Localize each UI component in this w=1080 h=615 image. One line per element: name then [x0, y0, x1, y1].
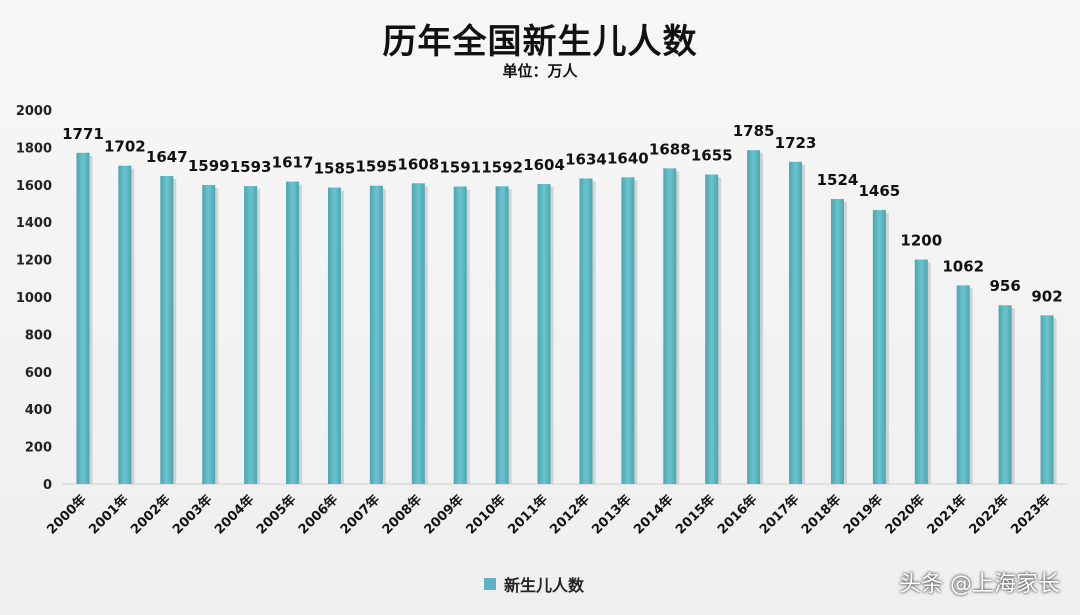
x-tick-label: 2021年 — [924, 492, 970, 538]
legend-swatch — [484, 578, 496, 590]
y-tick-label: 1600 — [16, 179, 52, 194]
data-label: 1608 — [397, 155, 439, 173]
bar — [160, 176, 174, 485]
bar — [747, 150, 761, 484]
bar — [411, 183, 425, 484]
data-label: 1688 — [649, 140, 691, 158]
bar — [76, 152, 90, 484]
x-tick-label: 2017年 — [756, 492, 802, 538]
bar — [244, 186, 258, 484]
bar — [202, 184, 216, 484]
data-label: 1595 — [356, 158, 398, 176]
data-label: 1640 — [607, 149, 649, 167]
bar — [621, 177, 635, 484]
bars — [76, 150, 1057, 485]
y-tick-label: 1200 — [16, 254, 52, 269]
legend: 新生儿人数 — [484, 572, 584, 596]
data-label: 1647 — [146, 148, 188, 166]
data-label: 1634 — [565, 150, 607, 168]
bar — [495, 186, 509, 484]
bar — [579, 178, 593, 484]
bar — [914, 259, 928, 484]
x-tick-label: 2018年 — [798, 492, 844, 538]
y-tick-label: 800 — [25, 328, 52, 343]
data-label: 1591 — [439, 158, 481, 176]
x-tick-label: 2001年 — [86, 492, 132, 538]
x-tick-label: 2004年 — [211, 492, 257, 538]
x-tick-label: 2005年 — [253, 492, 299, 538]
y-axis: 0 200 400 600 800 1000 1200 1400 1600 1800 2000 — [16, 104, 1068, 493]
data-label: 956 — [989, 277, 1020, 295]
data-label: 1604 — [523, 156, 565, 174]
data-label: 1771 — [62, 125, 104, 143]
y-tick-label: 2000 — [16, 104, 52, 119]
data-label: 1785 — [733, 122, 775, 140]
data-label: 1524 — [817, 171, 859, 189]
x-tick-label: 2010年 — [463, 492, 509, 538]
data-label: 1593 — [230, 158, 272, 176]
x-tick-label: 2003年 — [169, 492, 215, 538]
bar — [286, 181, 300, 484]
x-tick-label: 2020年 — [882, 492, 928, 538]
data-label: 1655 — [691, 147, 733, 165]
x-tick-label: 2022年 — [966, 492, 1012, 538]
bar — [830, 199, 844, 484]
y-tick-label: 1000 — [16, 291, 52, 306]
bar — [956, 285, 970, 484]
y-tick-label: 200 — [25, 441, 52, 456]
x-tick-label: 2008年 — [379, 492, 425, 538]
data-label: 1702 — [104, 138, 146, 156]
data-label: 1585 — [314, 160, 356, 178]
x-tick-label: 2011年 — [505, 492, 551, 538]
y-tick-label: 400 — [25, 403, 52, 418]
y-tick-label: 600 — [25, 366, 52, 381]
x-tick-label: 2016年 — [714, 492, 760, 538]
bar — [789, 161, 803, 484]
y-tick-label: 1400 — [16, 216, 52, 231]
data-label: 1200 — [900, 232, 942, 250]
data-label: 1617 — [272, 154, 314, 172]
y-tick-label: 1800 — [16, 141, 52, 156]
bar — [327, 187, 341, 485]
bar — [872, 210, 886, 485]
data-label: 1465 — [859, 182, 901, 200]
x-tick-label: 2023年 — [1008, 492, 1054, 538]
chart-title: 历年全国新生儿人数 — [382, 22, 698, 62]
x-tick-label: 2012年 — [547, 492, 593, 538]
data-label: 902 — [1031, 287, 1062, 305]
bar — [1040, 315, 1054, 484]
x-axis-labels: 2000年2001年2002年2003年2004年2005年2006年2007年… — [44, 492, 1054, 538]
bar — [663, 168, 677, 484]
x-tick-label: 2000年 — [44, 492, 90, 538]
x-tick-label: 2013年 — [589, 492, 635, 538]
data-label: 1062 — [942, 257, 984, 275]
x-tick-label: 2014年 — [631, 492, 677, 538]
y-tick-label: 0 — [43, 478, 52, 493]
x-tick-label: 2015年 — [672, 492, 718, 538]
x-tick-label: 2002年 — [128, 492, 174, 538]
bar — [705, 174, 719, 484]
bar — [453, 186, 467, 484]
bar — [998, 305, 1012, 484]
data-label: 1599 — [188, 157, 230, 175]
bar — [537, 184, 551, 484]
chart-subtitle: 单位：万人 — [502, 62, 578, 80]
data-label: 1592 — [481, 158, 523, 176]
data-label: 1723 — [775, 134, 817, 152]
x-tick-label: 2006年 — [295, 492, 341, 538]
legend-label: 新生儿人数 — [504, 576, 585, 595]
watermark: 头条 @上海家长 — [899, 572, 1060, 597]
bar — [369, 185, 383, 485]
x-tick-label: 2019年 — [840, 492, 886, 538]
bar — [118, 165, 132, 484]
x-tick-label: 2007年 — [337, 492, 383, 538]
x-tick-label: 2009年 — [421, 492, 467, 538]
